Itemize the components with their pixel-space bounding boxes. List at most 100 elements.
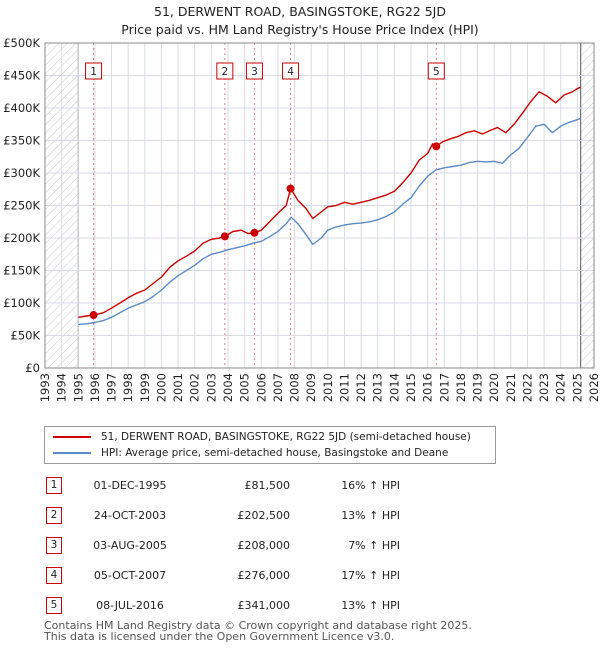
sale-date: 01-DEC-1995 (93, 478, 167, 492)
table-row: 3 03-AUG-2005 £208,000 7% ↑ HPI (40, 530, 400, 560)
table-row: 4 05-OCT-2007 £276,000 17% ↑ HPI (40, 560, 400, 590)
sale-number-badge: 5 (46, 596, 62, 614)
legend-item-hpi: HPI: Average price, semi-detached house,… (53, 445, 448, 461)
sale-point (432, 142, 441, 151)
legend-item-price: 51, DERWENT ROAD, BASINGSTOKE, RG22 5JD … (53, 429, 471, 445)
x-tick-label: 2021 (504, 373, 518, 402)
x-tick-label: 2003 (204, 373, 218, 402)
sale-number-badge: 1 (46, 476, 62, 494)
plot-frame (44, 42, 595, 369)
x-tick-label: 2009 (304, 373, 318, 402)
table-row: 2 24-OCT-2003 £202,500 13% ↑ HPI (40, 500, 400, 530)
sale-marker-box (85, 62, 103, 80)
sale-date: 08-JUL-2016 (96, 598, 164, 612)
y-tick-label: £450K (3, 69, 40, 83)
sale-marker-label: 4 (287, 66, 294, 78)
x-tick-label: 1999 (138, 373, 152, 402)
y-tick-label: £350K (3, 134, 40, 148)
x-tick-label: 2005 (238, 373, 252, 402)
x-tick-label: 2024 (554, 373, 568, 402)
sale-point (250, 228, 259, 237)
x-tick-label: 2007 (271, 373, 285, 402)
x-tick-label: 2015 (404, 373, 418, 402)
sale-marker-box (216, 62, 234, 80)
sale-price: £341,000 (237, 598, 291, 612)
sale-price: £208,000 (237, 538, 291, 552)
legend-swatch-hpi (53, 452, 91, 454)
x-tick-label: 2020 (487, 373, 501, 402)
sale-marker-box (245, 62, 263, 80)
sale-hpi-diff: 16% ↑ HPI (341, 478, 400, 492)
price-chart: £0 £50K £100K £150K £200K £250K £300K £350K £400… (3, 36, 600, 402)
table-row: 1 01-DEC-1995 £81,500 16% ↑ HPI (40, 470, 400, 500)
x-tick-label: 2012 (354, 373, 368, 402)
sale-marker-label: 5 (433, 66, 440, 78)
hpi-series-line (78, 117, 581, 326)
x-tick-label: 2025 (570, 373, 584, 402)
sale-marker-label: 1 (90, 66, 97, 78)
x-tick-label: 2000 (154, 373, 168, 402)
x-tick-label: 2019 (471, 373, 485, 402)
sale-marker-box (282, 62, 300, 80)
sale-hpi-diff: 7% ↑ HPI (348, 538, 400, 552)
sale-hpi-diff: 17% ↑ HPI (341, 568, 400, 582)
footer-line: Contains HM Land Registry data © Crown c… (44, 619, 472, 632)
sale-point (220, 232, 229, 241)
chart-title: 51, DERWENT ROAD, BASINGSTOKE, RG22 5JD (154, 4, 446, 19)
x-tick-label: 2018 (454, 373, 468, 402)
y-tick-label: £200K (3, 231, 40, 245)
legend-label-price: 51, DERWENT ROAD, BASINGSTOKE, RG22 5JD … (101, 431, 471, 443)
sale-marker-box (427, 62, 445, 80)
sale-date: 24-OCT-2003 (93, 508, 167, 522)
x-tick-label: 1993 (38, 373, 52, 402)
sale-number-badge: 2 (46, 506, 62, 524)
x-tick-label: 2004 (221, 373, 235, 402)
x-tick-label: 2011 (337, 373, 351, 402)
x-tick-label: 2006 (254, 373, 268, 402)
y-tick-label: £250K (3, 199, 40, 213)
sale-point (286, 184, 295, 193)
x-tick-label: 1998 (121, 373, 135, 402)
x-tick-label: 2010 (321, 373, 335, 402)
transactions-table: 1 01-DEC-1995 £81,500 16% ↑ HPI 2 24-OCT… (40, 470, 400, 620)
sale-price: £81,500 (244, 478, 291, 492)
x-tick-label: 2016 (421, 373, 435, 402)
x-tick-label: 1995 (71, 373, 85, 402)
x-tick-label: 2008 (288, 373, 302, 402)
legend-label-hpi: HPI: Average price, semi-detached house,… (101, 447, 449, 459)
y-tick-label: £100K (3, 296, 40, 310)
sale-marker-label: 2 (221, 66, 228, 78)
y-tick-label: £50K (11, 329, 41, 343)
chart-legend: 51, DERWENT ROAD, BASINGSTOKE, RG22 5JD … (44, 426, 496, 464)
sale-marker-label: 3 (251, 66, 258, 78)
x-tick-label: 2001 (171, 373, 185, 402)
sale-price: £276,000 (237, 568, 291, 582)
y-tick-label: £500K (3, 36, 40, 50)
x-tick-label: 2017 (437, 373, 451, 402)
y-tick-label: £400K (3, 101, 40, 115)
legend-swatch-price (53, 436, 91, 438)
sale-date: 05-OCT-2007 (93, 568, 167, 582)
footer-line: This data is licensed under the Open Gov… (44, 630, 395, 643)
sale-number-badge: 3 (46, 536, 62, 554)
x-tick-label: 2002 (188, 373, 202, 402)
x-tick-label: 1994 (55, 373, 69, 402)
table-row: 5 08-JUL-2016 £341,000 13% ↑ HPI (40, 590, 400, 620)
sale-point (89, 311, 98, 320)
y-tick-label: £0 (25, 361, 40, 375)
y-tick-label: £150K (3, 264, 40, 278)
price-series-line (78, 86, 581, 318)
x-tick-label: 1996 (88, 373, 102, 402)
x-tick-label: 2022 (520, 373, 534, 402)
x-tick-label: 2023 (537, 373, 551, 402)
sale-hpi-diff: 13% ↑ HPI (341, 598, 400, 612)
x-tick-label: 2013 (371, 373, 385, 402)
x-tick-label: 2014 (387, 373, 401, 402)
y-tick-label: £300K (3, 166, 40, 180)
sale-hpi-diff: 13% ↑ HPI (341, 508, 400, 522)
sale-date: 03-AUG-2005 (93, 538, 167, 552)
chart-subtitle: Price paid vs. HM Land Registry's House … (121, 22, 479, 37)
sale-price: £202,500 (237, 508, 291, 522)
sale-number-badge: 4 (46, 566, 62, 584)
x-tick-label: 2026 (587, 373, 600, 402)
